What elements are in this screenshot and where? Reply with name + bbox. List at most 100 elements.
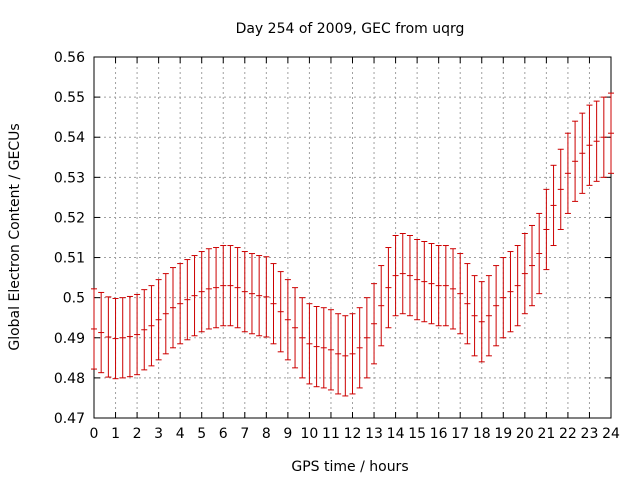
error-bar-point xyxy=(349,313,356,395)
error-bar-point xyxy=(119,297,126,379)
x-tick-label: 6 xyxy=(219,426,228,442)
error-bar-point xyxy=(126,295,133,378)
error-bar-point xyxy=(191,255,198,337)
error-bar-point xyxy=(335,313,342,395)
error-bar-point xyxy=(572,120,579,202)
y-tick-label: 0.48 xyxy=(54,371,85,387)
error-bar-point xyxy=(292,287,299,369)
error-bar-point xyxy=(536,212,543,295)
x-tick-label: 16 xyxy=(430,426,448,442)
error-bar-point xyxy=(378,265,385,347)
error-bar-point xyxy=(414,239,421,321)
error-bar-point xyxy=(435,245,442,327)
error-bar-point xyxy=(313,305,320,388)
axis-ticks xyxy=(93,56,612,419)
x-tick-label: 0 xyxy=(90,426,99,442)
x-tick-label: 9 xyxy=(283,426,292,442)
x-tick-label: 10 xyxy=(301,426,319,442)
error-bar-point xyxy=(98,291,105,374)
y-tick-label: 0.56 xyxy=(54,50,85,66)
error-bar-point xyxy=(306,303,313,385)
chart-title: Day 254 of 2009, GEC from uqrg xyxy=(236,21,465,37)
error-bar-point xyxy=(392,234,399,317)
error-bar-point xyxy=(450,248,457,330)
error-bar-point xyxy=(493,265,500,347)
error-bar-point xyxy=(270,263,277,345)
tick-labels: 0 1 2 3 4 5 6 7 8 9 10 11 12 13 14 15 16 17 18 19 20 21 22 23 24… xyxy=(54,50,620,442)
y-tick-label: 0.49 xyxy=(54,331,85,347)
error-bar-point xyxy=(248,253,255,335)
error-bar-point xyxy=(608,92,614,174)
error-bar-point xyxy=(385,247,392,329)
y-tick-label: 0.55 xyxy=(54,90,85,106)
error-bar-point xyxy=(564,132,571,214)
error-bar-point xyxy=(134,293,141,376)
error-bar-point xyxy=(406,234,413,317)
x-tick-label: 2 xyxy=(133,426,142,442)
x-tick-label: 7 xyxy=(240,426,249,442)
error-bar-point xyxy=(485,275,492,357)
error-bar-point xyxy=(471,275,478,357)
y-tick-label: 0.53 xyxy=(54,170,85,186)
x-tick-label: 3 xyxy=(154,426,163,442)
error-bar-point xyxy=(600,96,607,178)
x-tick-label: 19 xyxy=(494,426,512,442)
error-bar-point xyxy=(363,297,370,379)
error-bar-point xyxy=(227,245,234,327)
x-tick-label: 14 xyxy=(387,426,405,442)
x-tick-label: 21 xyxy=(537,426,555,442)
x-tick-label: 12 xyxy=(344,426,362,442)
error-bar-point xyxy=(421,241,428,323)
y-tick-label: 0.52 xyxy=(54,210,85,226)
x-tick-label: 11 xyxy=(322,426,340,442)
y-tick-label: 0.47 xyxy=(54,411,85,427)
error-bar-point xyxy=(586,104,593,186)
x-tick-label: 15 xyxy=(408,426,426,442)
x-tick-label: 17 xyxy=(451,426,469,442)
error-bar-point xyxy=(478,281,485,363)
x-tick-label: 23 xyxy=(581,426,599,442)
error-bar-point xyxy=(521,232,528,315)
error-bar-point xyxy=(442,245,449,327)
error-bar-point xyxy=(184,259,191,341)
y-tick-label: 0.54 xyxy=(54,130,85,146)
error-bar-point xyxy=(320,307,327,389)
x-tick-label: 18 xyxy=(473,426,491,442)
error-bar-point xyxy=(112,297,119,380)
error-bar-point xyxy=(91,288,97,370)
error-bar-point xyxy=(457,253,464,335)
error-bar-point xyxy=(557,148,564,230)
error-bar-point xyxy=(507,251,514,333)
error-bar-point xyxy=(543,188,550,271)
x-tick-label: 1 xyxy=(111,426,120,442)
error-bar-point xyxy=(327,309,334,391)
error-bar-point xyxy=(105,296,112,378)
error-bar-point xyxy=(241,251,248,333)
error-bar-point xyxy=(213,247,220,329)
error-bar-point xyxy=(399,232,406,315)
error-bar-point xyxy=(464,263,471,345)
y-axis-title: Global Electron Content / GECUs xyxy=(7,123,23,350)
error-bar-point xyxy=(529,224,536,307)
error-bar-point xyxy=(177,263,184,345)
error-bar-point xyxy=(579,112,586,194)
error-bar-point xyxy=(428,243,435,325)
x-tick-label: 5 xyxy=(197,426,206,442)
error-bar-point xyxy=(155,279,162,361)
error-bar-point xyxy=(205,248,212,330)
error-bar-point xyxy=(256,255,263,337)
error-bar-point xyxy=(198,251,205,333)
error-bar-point xyxy=(220,245,227,327)
data-series xyxy=(91,92,614,397)
error-bar-point xyxy=(148,285,155,367)
error-bar-point xyxy=(234,247,241,329)
x-tick-label: 24 xyxy=(602,426,620,442)
error-bar-point xyxy=(169,267,176,349)
error-bar-point xyxy=(284,279,291,361)
error-bar-point xyxy=(342,315,349,397)
x-tick-label: 22 xyxy=(559,426,577,442)
error-bar-point xyxy=(263,256,270,338)
error-bar-point xyxy=(141,289,148,371)
error-bar-point xyxy=(550,164,557,247)
